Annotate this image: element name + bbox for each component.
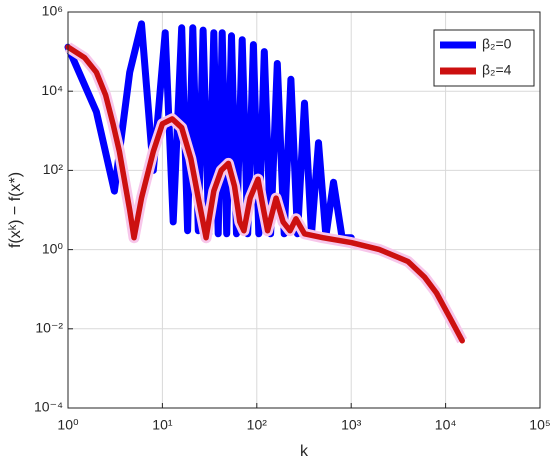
legend-label: β₂=0 (482, 36, 512, 52)
y-tick-label: 10² (43, 161, 64, 177)
x-tick-label: 10⁵ (529, 417, 550, 433)
plot-frame (67, 11, 541, 409)
x-tick-label: 10¹ (152, 417, 173, 433)
y-axis-label: f(xᵏ) − f(x*) (7, 172, 24, 248)
legend-box (433, 29, 535, 87)
x-axis-label: k (300, 443, 309, 460)
y-tick-label: 10⁻⁴ (34, 399, 63, 415)
y-tick-label: 10⁶ (42, 3, 63, 19)
x-tick-label: 10⁰ (57, 417, 79, 433)
line (65, 44, 465, 344)
legend-label: β₂=4 (482, 62, 512, 78)
x-tick-label: 10³ (341, 417, 362, 433)
x-tick-label: 10⁴ (435, 417, 457, 433)
y-tick-label: 10⁴ (41, 82, 63, 98)
line (64, 20, 355, 242)
y-tick-label: 10⁻² (35, 320, 63, 336)
legend: β₂=0 β₂=4 (433, 29, 535, 87)
x-tick-label: 10² (247, 417, 268, 433)
y-tick-label: 10⁰ (42, 240, 64, 256)
